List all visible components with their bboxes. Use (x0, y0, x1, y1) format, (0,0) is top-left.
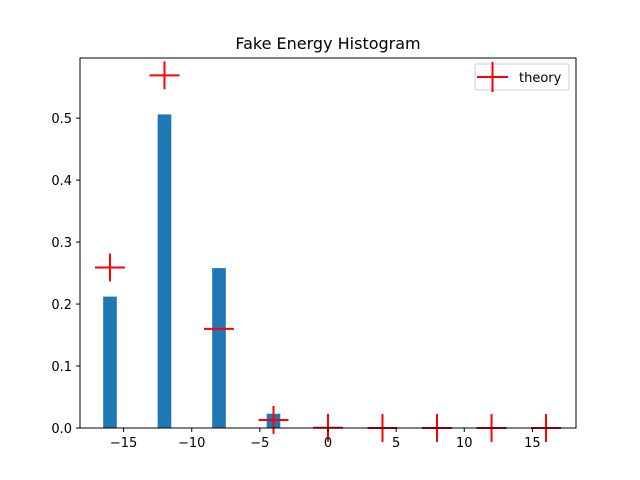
x-tick-label: 15 (524, 436, 541, 451)
x-tick-label: −10 (178, 436, 205, 451)
y-tick-label: 0.2 (51, 298, 72, 313)
y-tick-label: 0.0 (51, 422, 72, 437)
axes-layer: −15 −10 −5 0 5 10 15 0.0 0.1 0.2 0.3 0.4 0.5 (51, 112, 540, 451)
chart-title: Fake Energy Histogram (235, 34, 420, 53)
y-tick-label: 0.1 (51, 360, 72, 375)
plot-frame (79, 57, 577, 429)
histogram-bar (212, 268, 226, 428)
histogram-bar (103, 296, 117, 428)
theory-marker (94, 253, 125, 282)
histogram-bar (157, 114, 172, 429)
x-tick-label: −15 (110, 436, 137, 451)
legend-frame (474, 63, 570, 91)
x-tick-label: 5 (392, 436, 400, 451)
y-tick-label: 0.4 (51, 174, 72, 189)
y-tick-label: 0.5 (51, 112, 72, 127)
x-tick-label: 0 (324, 436, 332, 451)
theory-marker (258, 405, 289, 434)
x-tick-label: −5 (250, 436, 269, 451)
x-tick-label: 10 (456, 436, 473, 451)
y-tick-label: 0.3 (51, 236, 72, 251)
legend: theory (474, 62, 570, 92)
theory-marker (149, 61, 180, 90)
bars-layer (103, 114, 281, 429)
legend-label-theory: theory (519, 71, 562, 86)
